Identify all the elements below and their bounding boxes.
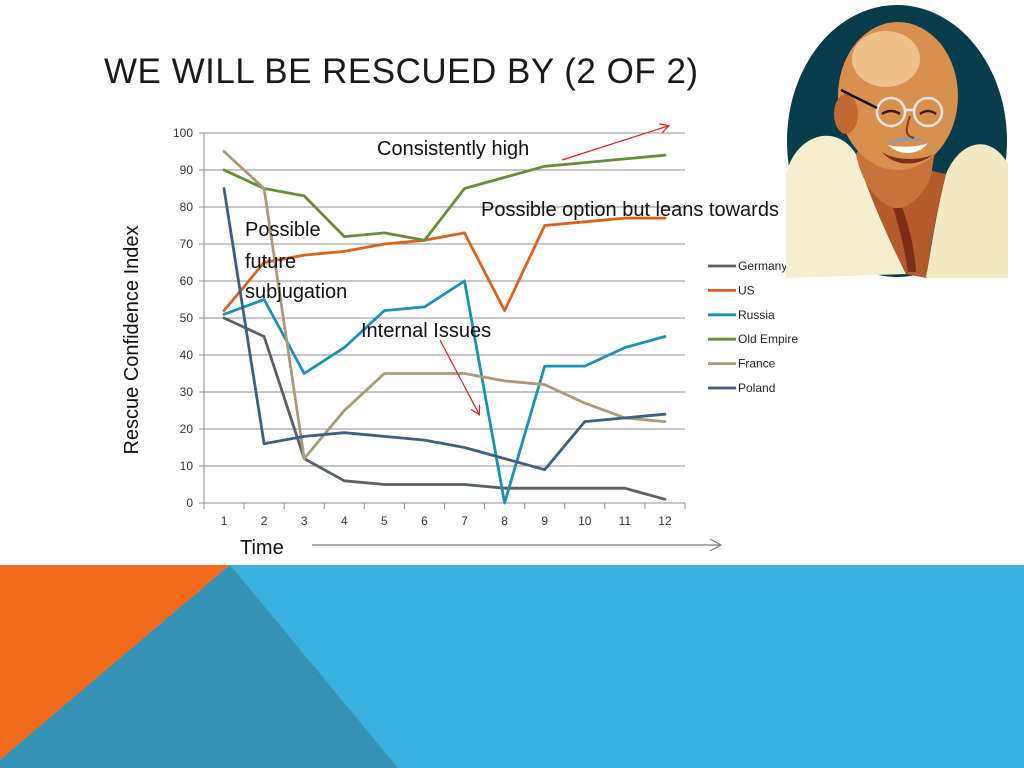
legend-label-germany: Germany <box>738 259 787 273</box>
teal-triangle <box>0 565 398 768</box>
y-tick-label: 0 <box>186 496 193 510</box>
x-tick-label: 12 <box>658 514 672 528</box>
legend-label-russia: Russia <box>738 308 775 322</box>
legend-label-old-empire: Old Empire <box>738 332 798 346</box>
legend-label-poland: Poland <box>738 381 775 395</box>
x-tick-label: 11 <box>619 514 632 528</box>
legend-label-france: France <box>738 357 776 371</box>
x-tick-label: 9 <box>541 514 548 528</box>
x-tick-label: 7 <box>461 514 468 528</box>
y-axis-title: Rescue Confidence Index <box>121 225 143 454</box>
annotation-arrow-down <box>439 339 479 414</box>
x-tick-label: 2 <box>261 514 268 528</box>
y-tick-label: 10 <box>180 459 194 473</box>
annotation-subjugation-line-2: future <box>245 251 296 273</box>
x-tick-label: 1 <box>221 514 228 528</box>
y-tick-label: 50 <box>180 311 194 325</box>
y-tick-label: 100 <box>173 126 193 140</box>
x-tick-label: 4 <box>341 514 348 528</box>
annotation-subjugation-line-1: Possible <box>245 219 321 241</box>
annotation-possible-option: Possible option but leans towards <box>481 199 779 221</box>
annotation-internal-issues: Internal Issues <box>361 320 491 342</box>
x-tick-label: 10 <box>578 514 592 528</box>
x-tick-label: 6 <box>421 514 428 528</box>
y-tick-label: 60 <box>180 274 194 288</box>
x-axis-title: Time <box>240 537 284 559</box>
series-line-france <box>222 150 667 461</box>
slide-title: WE WILL BE RESCUED BY (2 OF 2) <box>104 52 699 91</box>
y-tick-label: 80 <box>180 200 194 214</box>
legend-label-us: US <box>738 283 755 297</box>
series-line-poland <box>222 187 667 472</box>
gandhi-portrait <box>786 5 1008 278</box>
y-tick-label: 20 <box>180 422 194 436</box>
annotation-consistently-high: Consistently high <box>377 138 529 160</box>
x-tick-label: 3 <box>301 514 308 528</box>
y-tick-label: 70 <box>180 237 194 251</box>
x-tick-label: 5 <box>381 514 388 528</box>
y-tick-label: 40 <box>180 348 194 362</box>
series-line-russia <box>222 279 667 505</box>
annotation-subjugation-line-3: subjugation <box>245 281 347 303</box>
y-tick-label: 90 <box>180 163 194 177</box>
series-line-old-empire <box>222 153 667 242</box>
x-tick-label: 8 <box>501 514 508 528</box>
annotation-arrow-up <box>561 126 668 161</box>
series-lines <box>222 150 667 505</box>
series-line-us <box>222 216 667 313</box>
gridlines <box>204 132 685 504</box>
legend: Germany US Russia Old Empire France Poland <box>708 259 798 395</box>
y-tick-label: 30 <box>180 385 194 399</box>
decorative-bottom-band <box>0 565 1024 768</box>
